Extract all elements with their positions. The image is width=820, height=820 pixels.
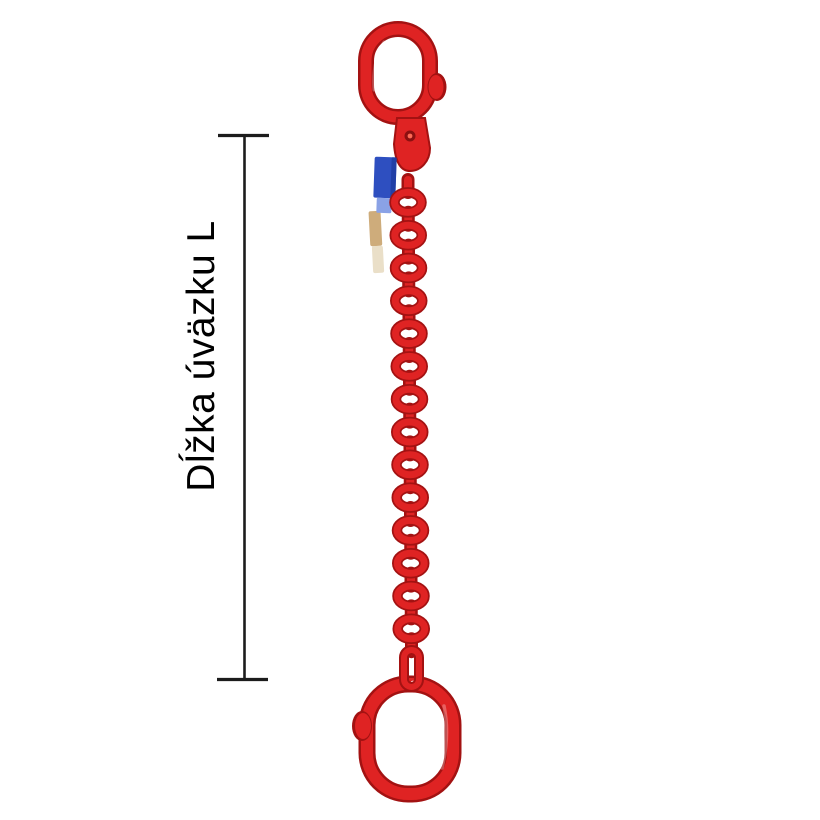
top-master-link bbox=[358, 21, 447, 125]
dimension-line bbox=[217, 133, 269, 682]
bottom-connector bbox=[399, 645, 424, 692]
top-connector bbox=[392, 117, 432, 173]
dimension-label: Dĺžka úväzku L bbox=[180, 220, 223, 492]
tan-id-tag bbox=[368, 210, 385, 274]
bottom-master-link bbox=[352, 675, 462, 803]
blue-id-tag bbox=[373, 156, 397, 214]
chain bbox=[389, 173, 430, 659]
